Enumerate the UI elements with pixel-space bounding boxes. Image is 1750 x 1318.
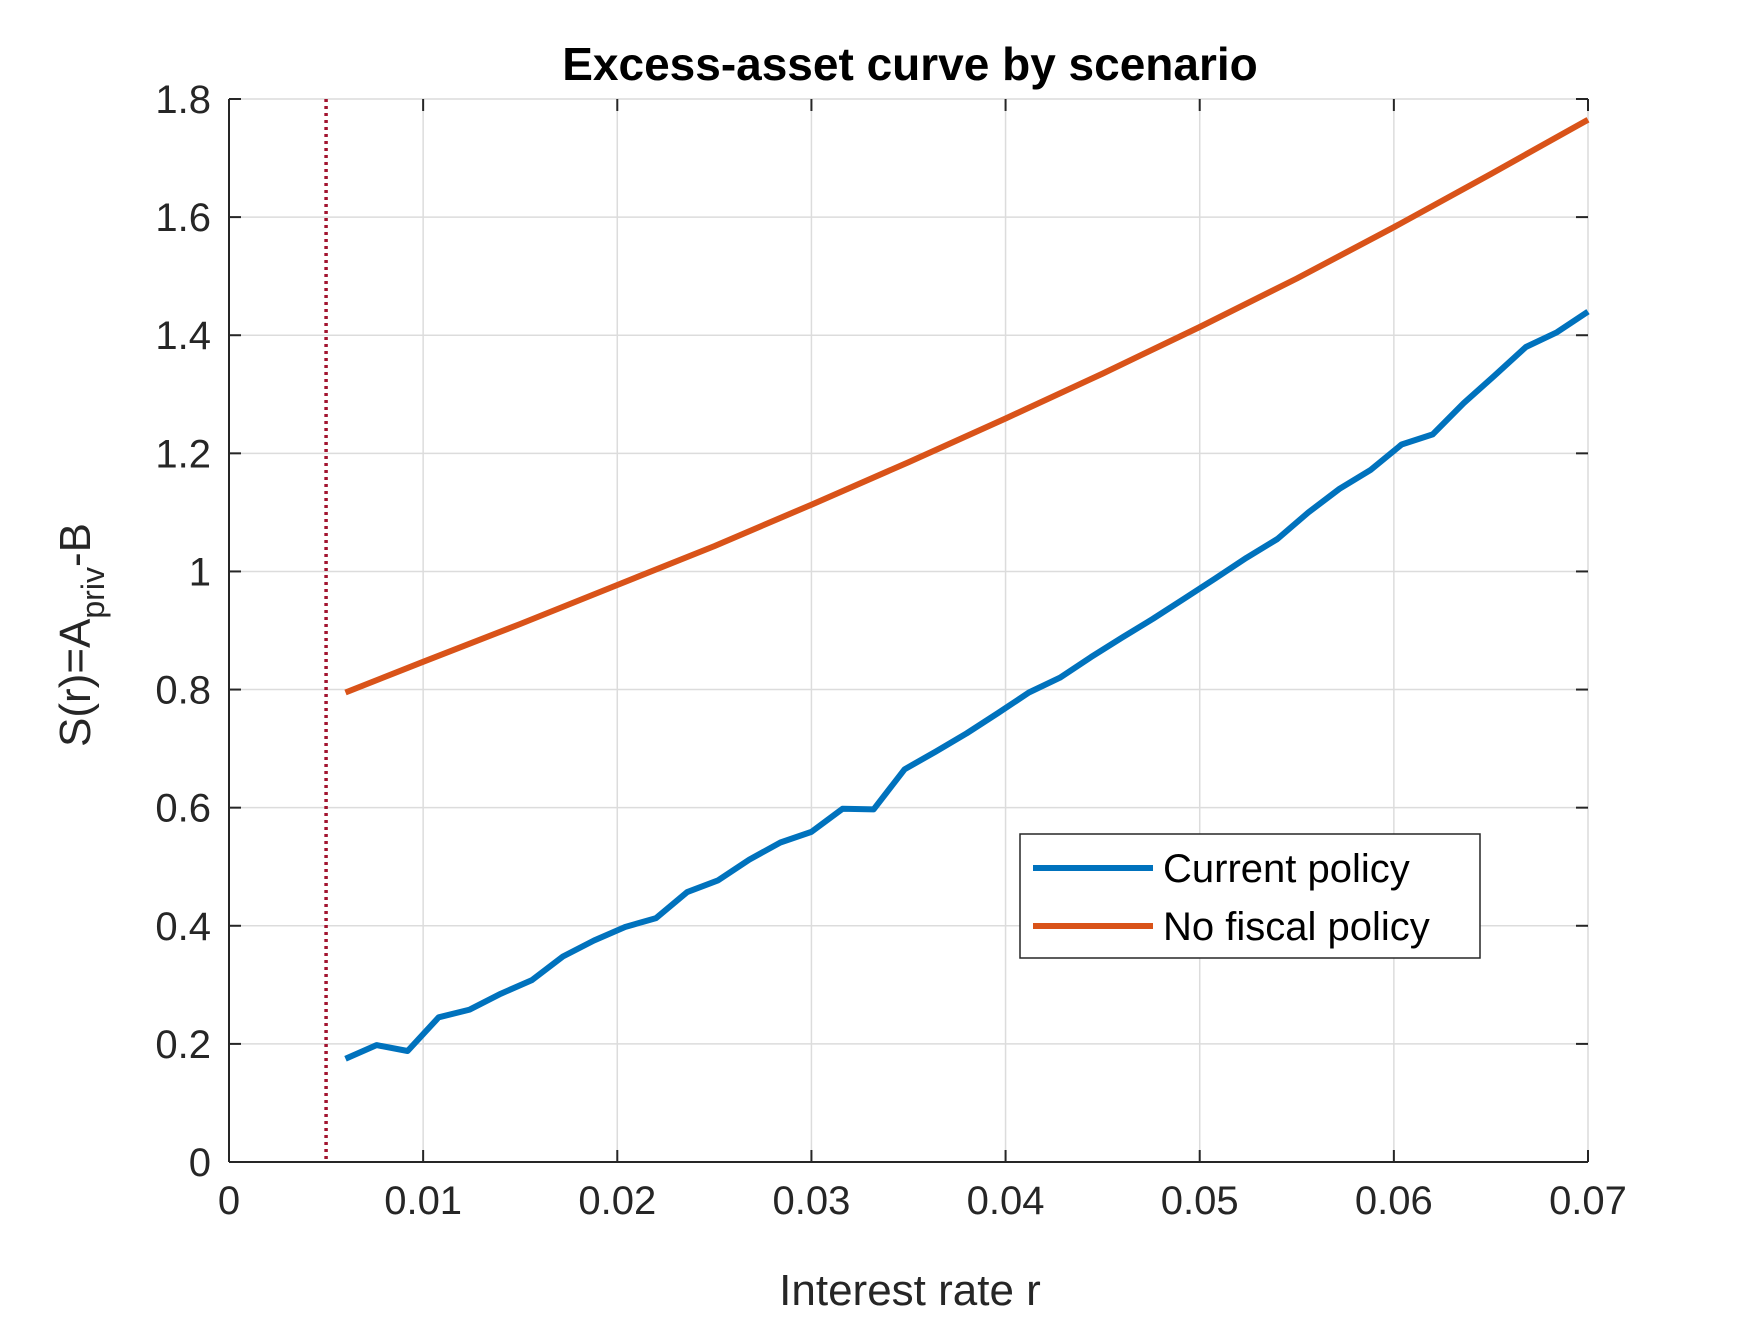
- y-tick-label-6: 1.2: [155, 432, 211, 476]
- y-tick-label-7: 1.4: [155, 314, 211, 358]
- x-tick-label-6: 0.06: [1355, 1179, 1433, 1223]
- x-tick-label-4: 0.04: [967, 1179, 1045, 1223]
- x-tick-label-5: 0.05: [1161, 1179, 1239, 1223]
- x-axis-label: Interest rate r: [779, 1266, 1041, 1313]
- x-tick-label-3: 0.03: [772, 1179, 850, 1223]
- y-tick-label-2: 0.4: [155, 905, 211, 949]
- y-axis-label-suffix: -B: [51, 523, 100, 567]
- series-lines: [344, 117, 1590, 1062]
- x-tick-label-7: 0.07: [1549, 1179, 1627, 1223]
- grid-lines: [228, 98, 1589, 1163]
- y-tick-label-3: 0.6: [155, 787, 211, 831]
- legend: Current policy No fiscal policy: [1019, 833, 1481, 959]
- y-axis-label: S(r)=Apriv-B: [51, 523, 111, 747]
- legend-label-current-policy: Current policy: [1163, 847, 1410, 891]
- axes: [228, 99, 1588, 1163]
- x-axis-ticks: 0 0.01 0.02 0.03 0.04 0.05 0.06 0.07: [218, 99, 1627, 1223]
- y-axis-label-subscript: priv: [75, 567, 111, 619]
- y-tick-label-1: 0.2: [155, 1023, 211, 1067]
- legend-label-no-fiscal-policy: No fiscal policy: [1163, 905, 1430, 949]
- series-line-no-fiscal-policy: [344, 117, 1590, 696]
- x-tick-label-2: 0.02: [578, 1179, 656, 1223]
- y-tick-label-0: 0: [189, 1141, 211, 1185]
- y-axis-label-base: S(r)=A: [51, 618, 100, 747]
- y-tick-label-9: 1.8: [155, 78, 211, 122]
- series-line-current-policy: [344, 309, 1590, 1062]
- y-tick-label-5: 1: [189, 550, 211, 594]
- x-tick-label-1: 0.01: [384, 1179, 462, 1223]
- y-axis-ticks: 0 0.2 0.4 0.6 0.8 1 1.2 1.4 1.6 1.8: [155, 78, 1588, 1185]
- chart-title: Excess-asset curve by scenario: [562, 38, 1258, 90]
- y-tick-label-4: 0.8: [155, 669, 211, 713]
- y-tick-label-8: 1.6: [155, 196, 211, 240]
- x-tick-label-0: 0: [218, 1179, 240, 1223]
- legend-box: [1019, 833, 1481, 959]
